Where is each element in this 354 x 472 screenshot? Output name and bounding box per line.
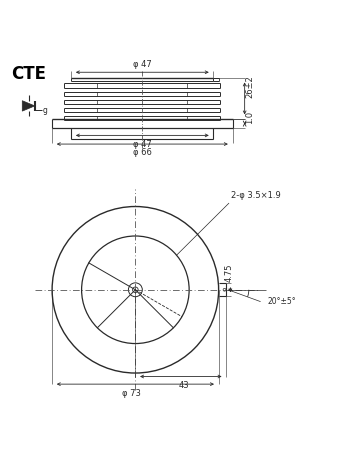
Text: 4.75: 4.75 <box>225 264 234 282</box>
Text: CTE: CTE <box>11 65 46 83</box>
Text: 20°±5°: 20°±5° <box>268 297 297 306</box>
Text: φ 47: φ 47 <box>133 60 152 69</box>
Text: 2-φ 3.5×1.9: 2-φ 3.5×1.9 <box>231 191 280 200</box>
Polygon shape <box>22 101 35 111</box>
Text: 26±2: 26±2 <box>245 76 255 99</box>
Text: φ 47: φ 47 <box>133 140 152 149</box>
Text: 43: 43 <box>179 381 190 390</box>
Text: g: g <box>43 106 48 115</box>
Text: 1.0: 1.0 <box>245 110 255 124</box>
Text: φ 66: φ 66 <box>133 148 152 157</box>
Text: φ 73: φ 73 <box>122 389 141 398</box>
